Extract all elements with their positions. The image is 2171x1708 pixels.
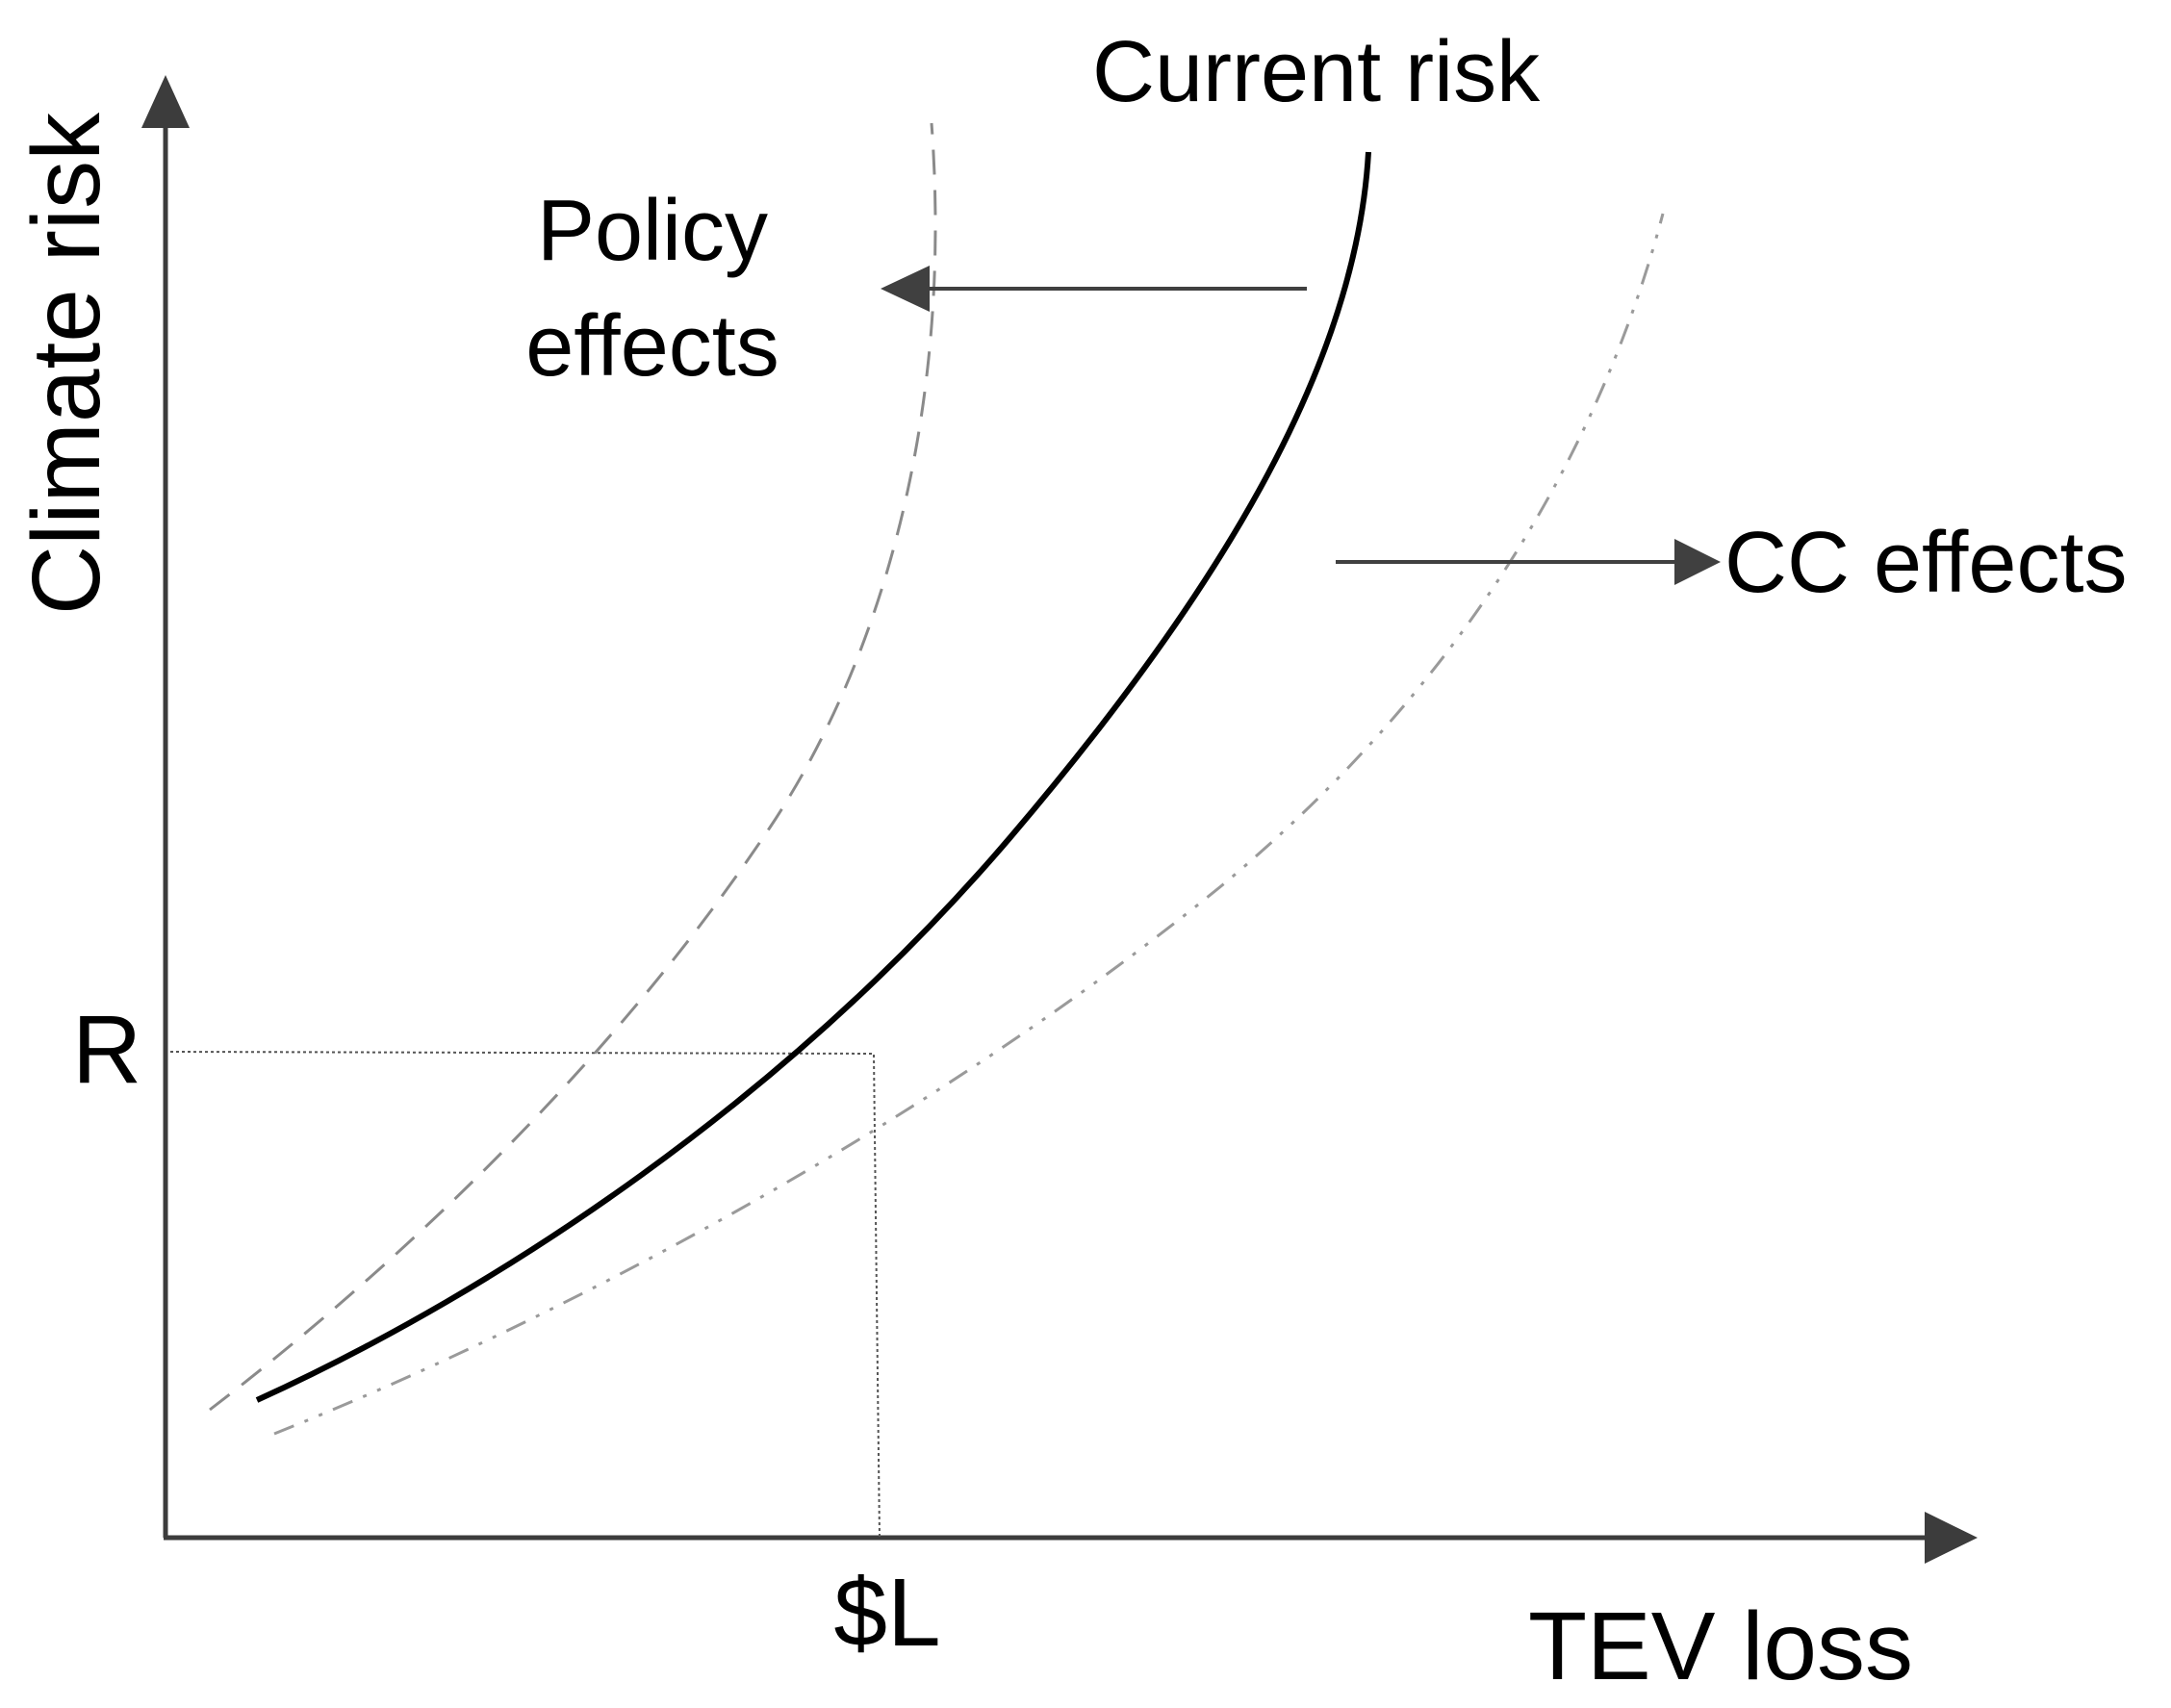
policy-effects-label-line1: Policy [537,183,768,279]
y-axis-title: Climate risk [13,112,120,615]
cc-effects-arrowhead [1674,539,1721,585]
policy-effects-label-line2: effects [525,298,779,395]
y-axis-arrowhead [141,75,190,128]
x-axis-arrowhead [1925,1512,1978,1564]
guide-line-r-to-l [169,1051,881,1539]
cc-effects-label: CC effects [1724,515,2128,611]
policy-effects-arrowhead [881,266,930,312]
y-tick-r: R [72,996,141,1104]
cc-effects-curve [273,213,1665,1436]
x-axis-title: TEV loss [1528,1593,1913,1700]
current-risk-curve [255,151,1371,1403]
x-tick-dollar-l: $L [833,1559,940,1667]
policy-effects-curve [209,122,937,1412]
current-risk-label: Current risk [1092,24,1541,120]
